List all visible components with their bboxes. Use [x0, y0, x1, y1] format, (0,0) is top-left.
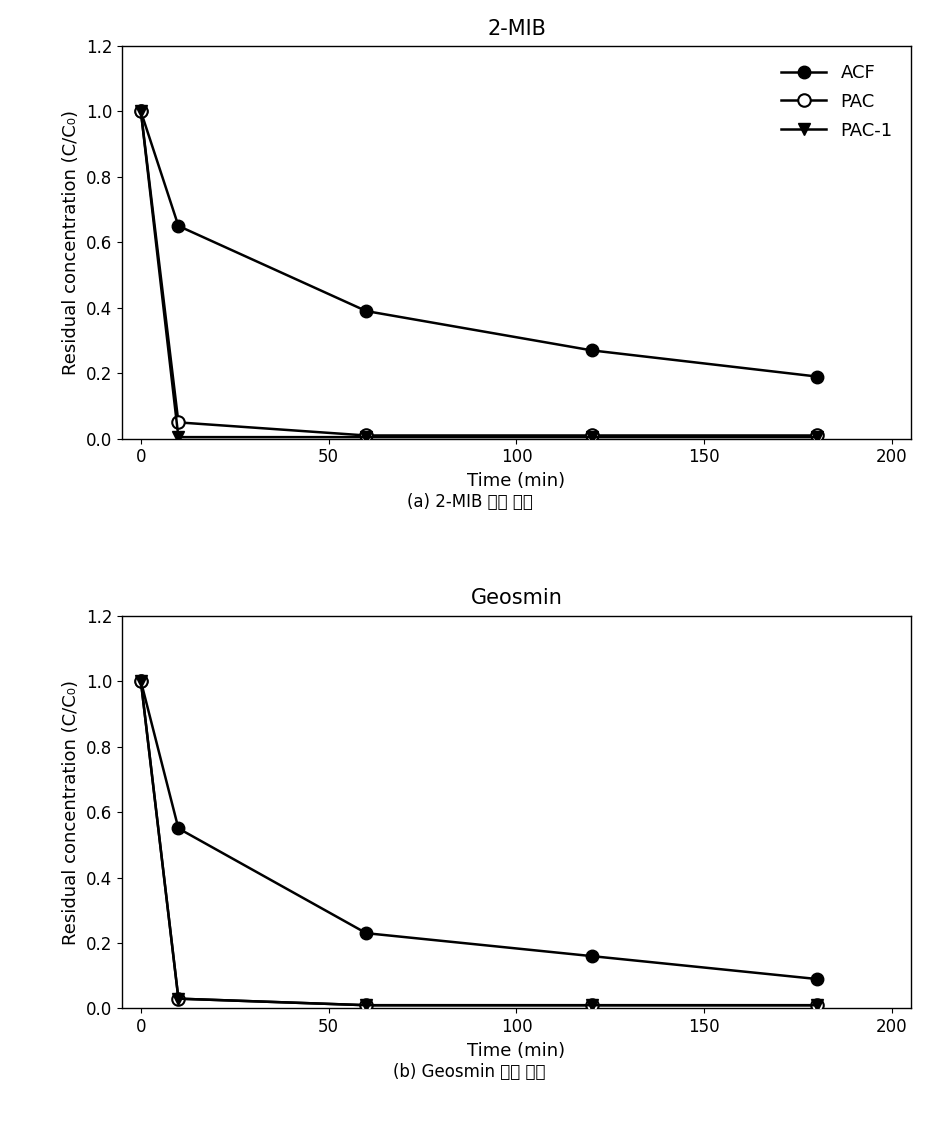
- X-axis label: Time (min): Time (min): [468, 1042, 565, 1060]
- Text: (a) 2-MIB 흡소 성능: (a) 2-MIB 흡소 성능: [407, 493, 532, 511]
- X-axis label: Time (min): Time (min): [468, 472, 565, 490]
- Text: (b) Geosmin 흡소 성능: (b) Geosmin 흡소 성능: [393, 1062, 546, 1081]
- Y-axis label: Residual concentration (C/C₀): Residual concentration (C/C₀): [62, 110, 81, 375]
- Legend: ACF, PAC, PAC-1: ACF, PAC, PAC-1: [772, 55, 901, 149]
- Title: Geosmin: Geosmin: [470, 588, 562, 609]
- Title: 2-MIB: 2-MIB: [487, 18, 546, 39]
- Y-axis label: Residual concentration (C/C₀): Residual concentration (C/C₀): [62, 680, 81, 944]
